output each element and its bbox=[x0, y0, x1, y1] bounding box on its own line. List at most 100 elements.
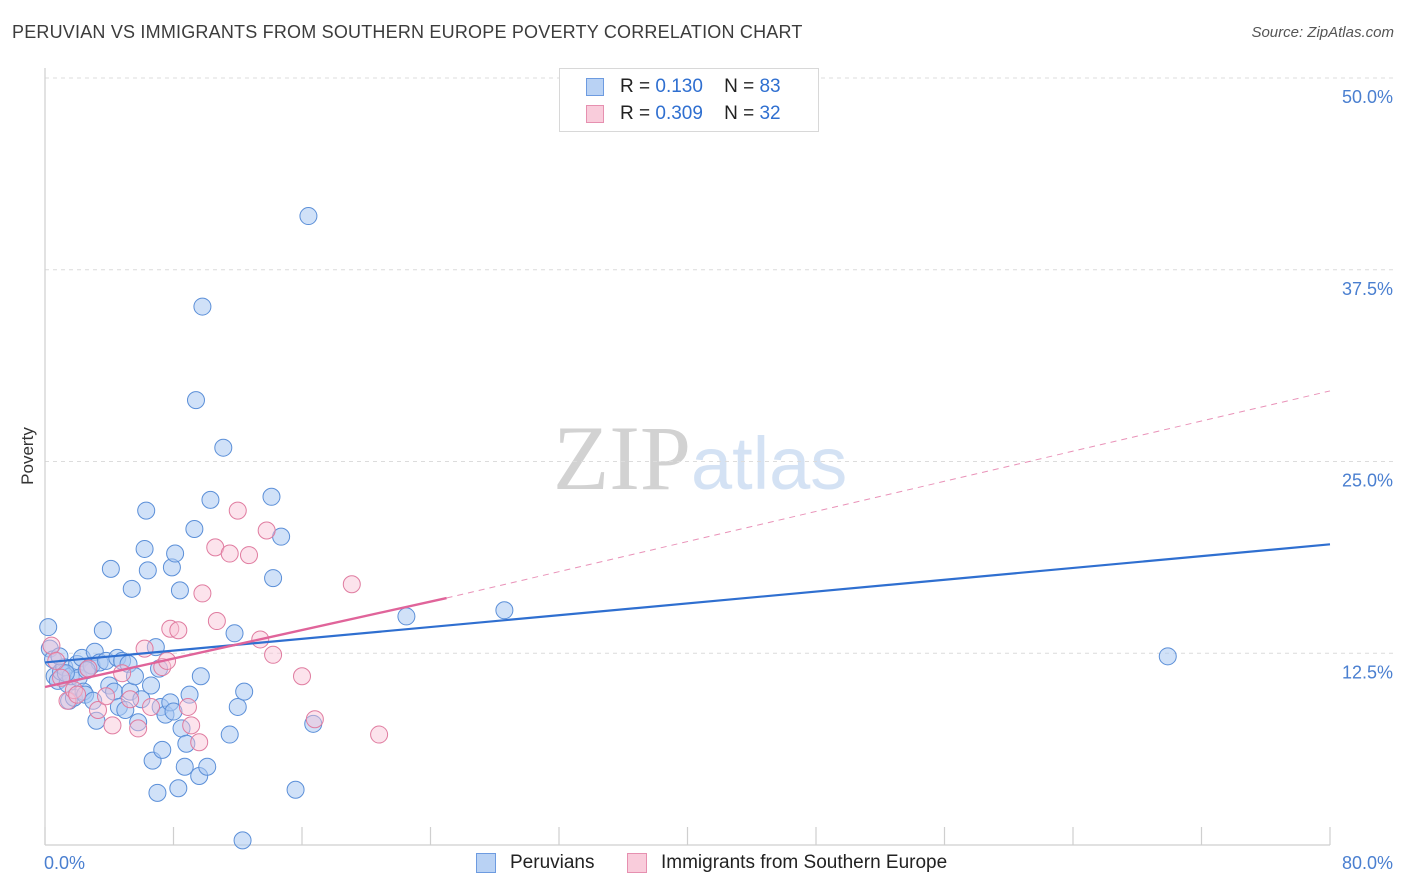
peruvians-point bbox=[39, 618, 58, 637]
peruvians-trend-line bbox=[44, 543, 1331, 664]
immigrants-point bbox=[169, 621, 188, 640]
immigrants-point bbox=[207, 612, 226, 631]
peruvians-point bbox=[495, 601, 514, 620]
immigrants-point bbox=[103, 716, 122, 735]
immigrants-point bbox=[121, 690, 140, 709]
immigrants-point bbox=[42, 636, 61, 655]
peruvians-point bbox=[233, 831, 252, 850]
watermark-zip: ZIP bbox=[553, 407, 691, 509]
watermark-atlas: atlas bbox=[691, 422, 848, 505]
immigrants-point bbox=[220, 544, 239, 563]
peruvians-point bbox=[122, 579, 141, 598]
immigrants-point bbox=[257, 521, 276, 540]
grid-lines bbox=[45, 77, 1395, 654]
y-tick-label: 37.5% bbox=[1342, 279, 1393, 299]
legend-n-value: 32 bbox=[759, 103, 781, 124]
immigrants-point bbox=[97, 687, 116, 706]
peruvians-point bbox=[201, 490, 220, 509]
peruvians-point bbox=[186, 391, 205, 410]
peruvians-point bbox=[138, 561, 157, 580]
immigrants-point bbox=[113, 664, 132, 683]
peruvians-point bbox=[198, 757, 217, 776]
peruvians-point bbox=[220, 725, 239, 744]
x-tick-label: 80.0% bbox=[1342, 853, 1393, 873]
peruvians-point bbox=[286, 780, 305, 799]
peruvians-point bbox=[164, 702, 183, 721]
legend-n-value: 83 bbox=[759, 76, 781, 97]
peruvians-point bbox=[116, 701, 135, 720]
peruvians-point bbox=[228, 697, 247, 716]
immigrants-trend-line bbox=[44, 596, 447, 689]
immigrants-point bbox=[182, 716, 201, 735]
peruvians-point bbox=[264, 569, 283, 588]
immigrants-trend-extension bbox=[446, 390, 1331, 599]
peruvians-point bbox=[166, 544, 185, 563]
y-axis-label: Poverty bbox=[18, 427, 37, 485]
peruvians-point bbox=[148, 783, 167, 802]
peruvians-point bbox=[101, 559, 120, 578]
tick-labels: 12.5% 25.0% 37.5% 50.0% 0.0% 80.0% bbox=[44, 87, 1393, 873]
chart-title: PERUVIAN VS IMMIGRANTS FROM SOUTHERN EUR… bbox=[12, 22, 803, 42]
legend-r-label: R = bbox=[620, 103, 651, 124]
peruvians-point bbox=[177, 734, 196, 753]
y-tick-label: 12.5% bbox=[1342, 662, 1393, 682]
peruvians-point bbox=[129, 713, 148, 732]
immigrants-point bbox=[89, 701, 108, 720]
immigrants-swatch bbox=[586, 105, 604, 123]
peruvians-point bbox=[93, 621, 112, 640]
peruvians-points bbox=[39, 207, 1177, 850]
peruvians-point bbox=[169, 779, 188, 798]
peruvians-point bbox=[175, 757, 194, 776]
watermark: ZIPatlas bbox=[553, 405, 847, 511]
peruvians-point bbox=[235, 682, 254, 701]
peruvians-point bbox=[397, 607, 416, 626]
immigrants-point bbox=[142, 697, 161, 716]
peruvians-point bbox=[137, 501, 156, 520]
immigrants-point bbox=[370, 725, 389, 744]
peruvians-point bbox=[214, 438, 233, 457]
immigrants-point bbox=[68, 685, 87, 704]
peruvians-point bbox=[225, 624, 244, 643]
peruvians-point bbox=[262, 487, 281, 506]
immigrants-point bbox=[239, 546, 258, 565]
y-tick-label: 25.0% bbox=[1342, 471, 1393, 491]
peruvians-point bbox=[170, 581, 189, 600]
y-tick-label: 50.0% bbox=[1342, 87, 1393, 107]
immigrants-point bbox=[193, 584, 212, 603]
peruvians-point bbox=[191, 667, 210, 686]
legend-n-label: N = bbox=[724, 103, 755, 124]
immigrants-point bbox=[305, 710, 324, 729]
immigrants-point bbox=[293, 667, 311, 686]
x-tick-label: 0.0% bbox=[44, 853, 85, 873]
correlation-legend: R = 0.130 N = 83 R = 0.309 N = 32 bbox=[559, 68, 819, 132]
legend-n-label: N = bbox=[724, 76, 755, 97]
immigrants-legend-label: Immigrants from Southern Europe bbox=[661, 852, 948, 873]
immigrants-point bbox=[342, 575, 361, 594]
legend-r-value: 0.130 bbox=[655, 76, 703, 97]
immigrants-points bbox=[42, 501, 389, 752]
immigrants-point bbox=[178, 697, 197, 716]
immigrants-legend-swatch bbox=[627, 853, 647, 873]
peruvians-legend-label: Peruvians bbox=[510, 852, 595, 873]
immigrants-point bbox=[129, 719, 148, 738]
trend-lines bbox=[44, 390, 1331, 689]
peruvians-point bbox=[142, 676, 161, 695]
legend-r-value: 0.309 bbox=[655, 103, 703, 124]
peruvians-point bbox=[185, 519, 204, 538]
peruvians-legend-swatch bbox=[476, 853, 496, 873]
peruvians-point bbox=[193, 297, 212, 316]
peruvians-point bbox=[1158, 647, 1177, 666]
peruvians-point bbox=[135, 539, 154, 558]
immigrants-point bbox=[190, 733, 209, 752]
immigrants-point bbox=[58, 691, 77, 710]
peruvians-point bbox=[299, 207, 318, 226]
axes bbox=[44, 68, 1331, 846]
peruvians-point bbox=[153, 740, 172, 759]
legend-r-label: R = bbox=[620, 76, 651, 97]
immigrants-point bbox=[228, 501, 247, 520]
immigrants-point bbox=[79, 659, 98, 678]
source-credit: Source: ZipAtlas.com bbox=[1251, 24, 1394, 41]
peruvians-swatch bbox=[586, 78, 604, 96]
immigrants-point bbox=[264, 645, 283, 664]
